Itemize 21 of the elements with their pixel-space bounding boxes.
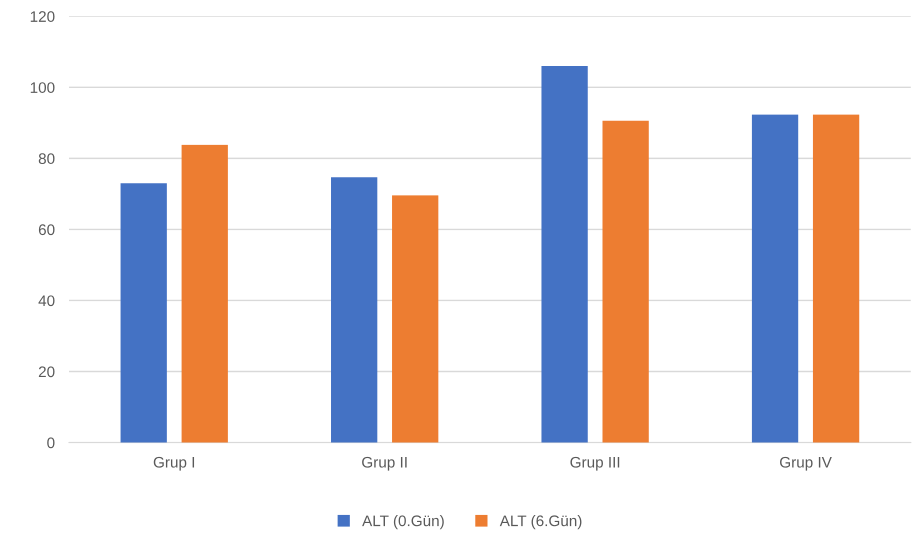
bar: [541, 66, 588, 443]
x-tick-label: Grup III: [570, 456, 620, 471]
bar: [392, 195, 438, 443]
bar: [331, 177, 378, 443]
bar: [120, 183, 167, 443]
bar: [812, 114, 860, 443]
legend-label: ALT (0.Gün): [362, 515, 444, 530]
x-tick-label: Grup II: [362, 456, 407, 471]
y-tick-label: 0: [47, 437, 55, 448]
y-tick-label: 80: [38, 153, 55, 164]
y-tick-label: 120: [30, 11, 55, 22]
y-tick-label: 20: [38, 366, 55, 378]
y-tick-label: 40: [38, 295, 55, 306]
x-tick-label: Grup IV: [780, 456, 832, 471]
y-tick-label: 100: [30, 82, 55, 94]
bar: [752, 114, 798, 443]
legend-label: ALT (6.Gün): [500, 515, 582, 530]
y-tick-label: 60: [38, 224, 55, 236]
bar: [602, 120, 649, 443]
bar: [182, 144, 228, 443]
x-tick-label: Grup I: [154, 456, 194, 471]
